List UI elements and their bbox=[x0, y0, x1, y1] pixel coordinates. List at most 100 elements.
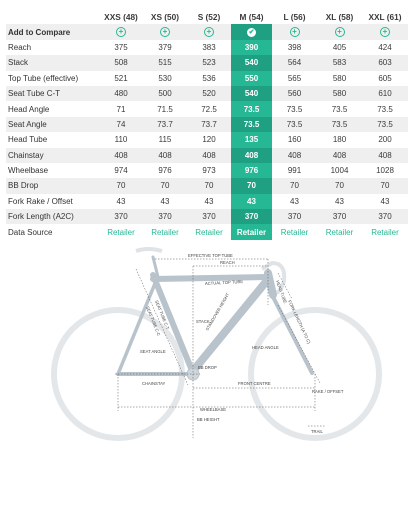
add-compare-plus-icon[interactable]: + bbox=[160, 27, 170, 38]
cell-value: 370 bbox=[143, 209, 187, 225]
geometry-row: Head Tube 110 115 120 135 160 180 200 bbox=[6, 132, 408, 148]
bb-height-label: BB HEIGHT bbox=[197, 417, 220, 422]
rake-offset-label: RAKE / OFFSET bbox=[312, 389, 344, 394]
cell-value: 73.5 bbox=[286, 104, 303, 114]
row-label: Chainstay bbox=[6, 147, 99, 163]
compare-check-icon[interactable]: ✔ bbox=[247, 28, 256, 38]
cell-value: 521 bbox=[114, 73, 128, 83]
actual-top-tube-label: ACTUAL TOP TUBE bbox=[205, 279, 244, 286]
geometry-row: Seat Tube C-T 480 500 520 540 560 580 610 bbox=[6, 85, 408, 102]
cell-value: 565 bbox=[287, 73, 302, 83]
head-angle-label: HEAD ANGLE bbox=[252, 345, 279, 350]
cell-value: 74 bbox=[99, 116, 143, 133]
cell-value: 523 bbox=[187, 55, 231, 71]
cell-value: 370 bbox=[99, 209, 143, 225]
reach-label: REACH bbox=[220, 260, 235, 265]
cell-value-selected: 70 bbox=[231, 178, 272, 194]
retailer-link[interactable]: Retailer bbox=[325, 227, 354, 237]
row-label: Seat Angle bbox=[6, 116, 99, 133]
cell-value: 508 bbox=[99, 55, 143, 71]
cell-value: 70 bbox=[272, 178, 317, 194]
cell-value-selected: 540 bbox=[231, 85, 272, 102]
cell-value: 71.5 bbox=[157, 104, 173, 114]
row-label: Head Tube bbox=[8, 135, 48, 145]
geometry-row: BB Drop 70 70 70 70 70 70 70 bbox=[6, 178, 408, 194]
add-compare-plus-icon[interactable]: + bbox=[289, 27, 300, 38]
size-header: XXS (48) bbox=[104, 11, 138, 22]
row-label: Seat Tube C-T bbox=[6, 85, 99, 102]
row-label: BB Drop bbox=[6, 178, 99, 194]
cell-value: 370 bbox=[187, 209, 231, 225]
row-label: Stack bbox=[6, 55, 99, 71]
cell-value: 991 bbox=[287, 166, 302, 176]
cell-value-selected: 390 bbox=[231, 39, 272, 56]
cell-value-selected: 73.5 bbox=[231, 116, 272, 133]
cell-value: 115 bbox=[158, 135, 172, 145]
cell-value: 73.7 bbox=[143, 116, 187, 133]
row-label: Fork Rake / Offset bbox=[8, 196, 73, 206]
cell-value: 43 bbox=[204, 196, 214, 206]
cell-value: 180 bbox=[332, 135, 347, 145]
cell-value-selected: 976 bbox=[231, 162, 272, 179]
cell-value: 1028 bbox=[376, 166, 394, 176]
cell-value: 73.7 bbox=[187, 116, 231, 133]
cell-value: 408 bbox=[317, 147, 362, 163]
dimension-lines bbox=[115, 258, 325, 438]
retailer-link[interactable]: Retailer bbox=[280, 227, 309, 237]
cell-value-selected: 135 bbox=[231, 132, 272, 148]
size-header-row: XXS (48) XS (50) S (52) M (54) L (56) XL… bbox=[6, 9, 408, 25]
retailer-link[interactable]: Retailer bbox=[195, 227, 223, 237]
geometry-row: Top Tube (effective) 521 530 536 550 565 580 60… bbox=[6, 70, 408, 86]
cell-value: 73.5 bbox=[317, 116, 362, 133]
cell-value: 1004 bbox=[330, 166, 349, 176]
cell-value: 605 bbox=[378, 73, 392, 83]
cell-value: 43 bbox=[160, 196, 170, 206]
cell-value: 70 bbox=[317, 178, 362, 194]
add-compare-plus-icon[interactable]: + bbox=[204, 27, 214, 38]
handlebar bbox=[260, 260, 287, 296]
cell-value: 43 bbox=[380, 196, 390, 206]
add-compare-plus-icon[interactable]: + bbox=[380, 27, 390, 38]
geometry-row: Fork Rake / Offset 43 43 43 43 43 43 43 bbox=[6, 193, 408, 210]
row-label: Top Tube (effective) bbox=[8, 73, 79, 83]
saddle bbox=[135, 247, 163, 253]
cell-value-selected: 540 bbox=[231, 55, 272, 71]
retailer-link[interactable]: Retailer bbox=[107, 227, 135, 237]
cell-value: 580 bbox=[317, 85, 362, 102]
effective-top-tube-label: EFFECTIVE TOP TUBE bbox=[188, 253, 233, 258]
cell-value: 580 bbox=[332, 73, 347, 83]
cell-value: 408 bbox=[187, 147, 231, 163]
cell-value: 370 bbox=[272, 209, 317, 225]
retailer-link[interactable]: Retailer bbox=[371, 227, 399, 237]
size-header-selected: M (54) bbox=[231, 9, 272, 25]
front-centre-label: FRONT CENTRE bbox=[238, 381, 271, 386]
cell-value: 560 bbox=[272, 85, 317, 102]
cell-value-selected: 43 bbox=[231, 193, 272, 210]
cell-value: 424 bbox=[378, 42, 392, 52]
cell-value: 370 bbox=[317, 209, 362, 225]
retailer-link[interactable]: Retailer bbox=[151, 227, 179, 237]
cell-value: 564 bbox=[272, 55, 317, 71]
bb-drop-label: BB DROP bbox=[198, 365, 217, 370]
cell-value: 379 bbox=[158, 42, 172, 52]
row-label: Reach bbox=[8, 42, 32, 52]
cell-value: 70 bbox=[143, 178, 187, 194]
bike-geometry-diagram: EFFECTIVE TOP TUBE REACH ACTUAL TOP TUBE… bbox=[51, 247, 382, 441]
cell-value: 73.5 bbox=[377, 104, 393, 114]
cell-value: 71 bbox=[116, 104, 126, 114]
cell-value: 70 bbox=[187, 178, 231, 194]
cell-value: 976 bbox=[158, 166, 172, 176]
add-compare-plus-icon[interactable]: + bbox=[116, 27, 126, 38]
add-compare-plus-icon[interactable]: + bbox=[334, 27, 345, 38]
add-to-compare-label: Add to Compare bbox=[6, 24, 99, 40]
retailer-link[interactable]: Retailer bbox=[236, 227, 267, 237]
cell-value: 603 bbox=[362, 55, 408, 71]
geometry-row: Fork Length (A2C) 370 370 370 370 370 370 370 bbox=[6, 209, 408, 225]
row-label: Fork Length (A2C) bbox=[6, 209, 99, 225]
stack-label: STACK bbox=[196, 319, 210, 324]
geometry-row: Head Angle 71 71.5 72.5 73.5 73.5 73.5 73.5 bbox=[6, 101, 408, 117]
cell-value: 408 bbox=[99, 147, 143, 163]
cell-value: 530 bbox=[158, 73, 172, 83]
geometry-table: XXS (48) XS (50) S (52) M (54) L (56) XL… bbox=[6, 9, 408, 240]
